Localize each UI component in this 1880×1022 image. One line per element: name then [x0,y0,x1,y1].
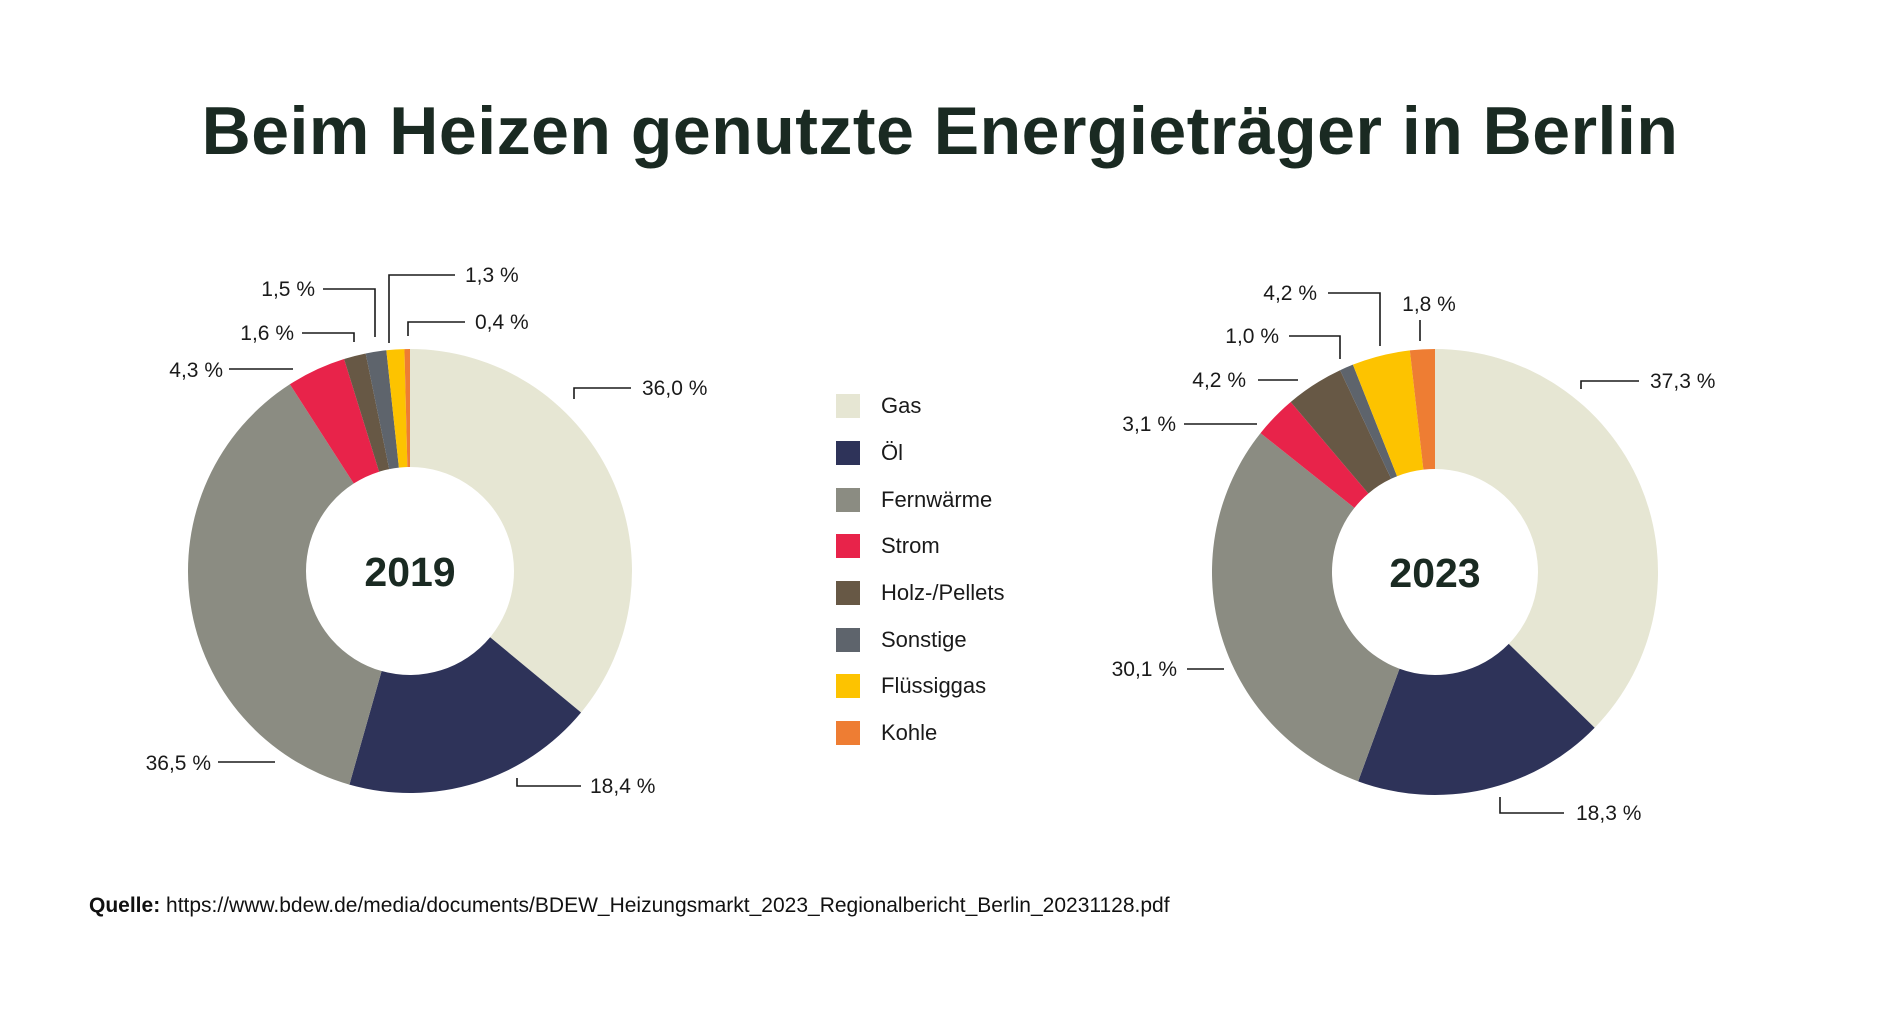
legend-swatch [836,674,860,699]
leader-line [1580,380,1639,389]
legend-item-strom: Strom [836,523,1004,570]
leader-line [573,387,631,399]
slice-strom [289,359,380,484]
data-label: 36,0 % [642,377,707,400]
legend-label: Gas [881,393,922,419]
slice-holz-pellets [1290,370,1392,494]
slice-fernwärme [1212,433,1400,782]
leader-line [407,321,465,336]
data-label: 4,2 % [1192,369,1246,392]
legend-label: Öl [881,440,903,466]
data-label: 18,3 % [1576,802,1641,825]
leader-line [516,778,581,787]
leader-line [323,288,376,337]
legend-label: Strom [881,533,940,559]
data-label: 1,0 % [1225,325,1279,348]
data-label: 1,5 % [261,278,315,301]
center-year-label: 2023 [1389,550,1480,596]
slice-flüssiggas [1352,350,1424,477]
data-label: 1,8 % [1402,293,1456,316]
legend-item-sonstige: Sonstige [836,616,1004,663]
slice-flüssiggas [386,349,408,468]
leader-line [388,274,455,343]
data-label: 3,1 % [1122,413,1176,436]
slice-öl [349,637,582,793]
slice-kohle [404,349,410,468]
data-label: 36,5 % [146,752,211,775]
slice-öl [1358,643,1595,795]
legend-swatch [836,627,860,652]
legend-item-oel: Öl [836,430,1004,477]
slice-sonstige [1340,364,1398,479]
legend-swatch [836,534,860,559]
leader-line [1328,292,1381,346]
legend-label: Holz-/Pellets [881,580,1005,606]
data-label: 4,2 % [1263,282,1317,305]
legend-swatch [836,487,860,512]
slice-strom [1260,401,1369,508]
legend-item-fernwaerme: Fernwärme [836,476,1004,523]
legend-item-holz: Holz-/Pellets [836,570,1004,617]
leader-line [1289,335,1341,359]
slice-sonstige [365,350,399,470]
slice-gas [410,349,632,713]
slice-gas [1435,349,1658,728]
legend-item-fluessiggas: Flüssiggas [836,663,1004,710]
data-label: 4,3 % [169,359,223,382]
source-label: Quelle: [89,894,161,917]
data-label: 0,4 % [475,311,529,334]
data-label: 1,6 % [240,322,294,345]
slice-holz-pellets [344,353,390,472]
legend-swatch [836,721,860,746]
donut-2019: 36,0 % 18,4 % 36,5 % 4,3 % 1,6 % 1,5 % 1,3 % 0,… [146,264,708,798]
legend-label: Kohle [881,720,938,746]
legend-label: Sonstige [881,626,967,652]
leader-line [1499,797,1564,814]
donut-2023: 37,3 % 18,3 % 30,1 % 3,1 % 4,2 % 1,0 % 4,2 % 1,… [1112,282,1716,825]
leader-line [302,332,355,342]
data-label: 37,3 % [1650,370,1715,393]
data-label: 1,3 % [465,264,519,287]
legend-label: Fernwärme [881,486,993,512]
legend-swatch [836,441,860,466]
slice-kohle [1409,349,1435,470]
legend-swatch [836,394,860,419]
chart-title: Beim Heizen genutzte Energieträger in Be… [201,93,1679,169]
legend-label: Flüssiggas [881,673,987,699]
source-note: Quelle: https://www.bdew.de/media/docume… [89,894,1170,918]
legend-item-gas: Gas [836,383,1004,430]
slice-fernwärme [188,384,382,785]
data-label: 30,1 % [1112,658,1177,681]
source-url: https://www.bdew.de/media/documents/BDEW… [166,894,1170,917]
center-year-label: 2019 [364,549,455,595]
legend-swatch [836,581,860,606]
legend: Gas Öl Fernwärme Strom Holz-/Pellets Son… [836,383,1004,757]
data-label: 18,4 % [590,775,655,798]
legend-item-kohle: Kohle [836,710,1004,757]
